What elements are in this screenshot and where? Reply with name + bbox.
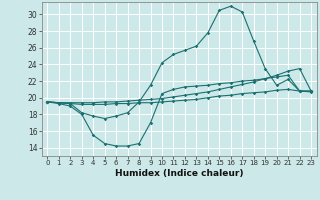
X-axis label: Humidex (Indice chaleur): Humidex (Indice chaleur) [115, 169, 244, 178]
